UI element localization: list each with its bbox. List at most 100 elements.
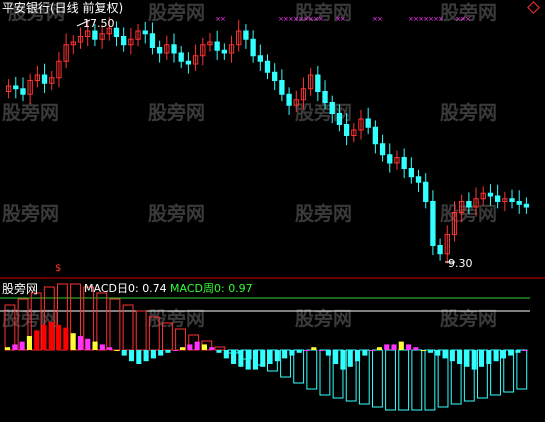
macd-week-label: MACD周0: [170, 282, 225, 295]
histogram-bar [449, 350, 455, 362]
macd-week-bar [122, 304, 134, 351]
histogram-bar [48, 322, 54, 350]
signal-mark: × [428, 15, 434, 23]
histogram-bar [128, 350, 135, 362]
histogram-bar [347, 350, 353, 367]
candle-body [171, 44, 177, 54]
candle-body [387, 154, 393, 164]
histogram-bar [296, 350, 302, 353]
histogram-bar [508, 350, 514, 356]
signal-mark: × [460, 15, 466, 23]
candle-body [459, 201, 465, 213]
macd-week-bar [57, 283, 68, 351]
histogram-bar [99, 344, 105, 350]
signal-mark: × [372, 15, 378, 23]
candle-body [149, 33, 156, 48]
histogram-bar [77, 336, 84, 350]
candle-body [272, 71, 278, 81]
signal-mark: × [433, 15, 439, 23]
histogram-bar [252, 350, 259, 370]
candle-body [293, 99, 299, 106]
histogram-bar [260, 350, 266, 367]
signal-mark: × [313, 15, 319, 23]
watermark: 股旁网 [295, 2, 353, 24]
candle-body [99, 33, 105, 40]
candle-body [192, 55, 199, 65]
signal-mark: × [423, 15, 429, 23]
candle-body [5, 85, 12, 92]
macd-week-bar [516, 349, 528, 390]
candle-body [494, 195, 501, 202]
signal-mark: × [340, 15, 346, 23]
high-arrow [76, 19, 91, 27]
candle-body [250, 38, 256, 57]
signal-mark: × [455, 15, 461, 23]
histogram-bar [289, 350, 295, 356]
candle-body [13, 85, 19, 90]
signal-mark: × [408, 15, 414, 23]
candle-body [279, 80, 285, 95]
signal-mark: × [335, 15, 341, 23]
watermark: 股旁网 [295, 203, 353, 225]
histogram-bar [435, 350, 441, 356]
candle-body [487, 192, 494, 197]
histogram-bar [398, 341, 404, 350]
macd-week-bar [306, 349, 318, 390]
high-price-label: 17.50 [83, 17, 115, 30]
signal-mark: × [220, 15, 226, 23]
candle-body [243, 30, 249, 40]
candle-body [315, 74, 321, 92]
macd-week-bar [148, 316, 160, 351]
candle-body [480, 192, 486, 200]
macd-day-value: 0.74 [142, 282, 167, 295]
histogram-bar [107, 347, 113, 350]
watermark: 股旁网 [8, 2, 66, 24]
histogram-bar [121, 350, 127, 356]
signal-mark: × [283, 15, 289, 23]
histogram-bar [391, 344, 397, 350]
histogram-bar [180, 347, 186, 350]
histogram-bar [216, 350, 222, 353]
candle-body [264, 60, 271, 73]
candle-body [77, 36, 84, 43]
histogram-bar [187, 344, 193, 350]
candle-body [336, 113, 343, 125]
histogram-bar [427, 350, 434, 353]
macd-week-bar [385, 349, 396, 411]
watermark: 股旁网 [440, 2, 498, 24]
signal-mark: × [215, 15, 221, 23]
macd-week-bar [358, 349, 370, 405]
histogram-bar [238, 350, 244, 367]
histogram-bar [63, 327, 69, 350]
watermark: 股旁网 [295, 308, 353, 330]
candle-body [322, 91, 328, 103]
macd-week-bar [319, 349, 331, 396]
signal-mark: × [418, 15, 424, 23]
signal-mark: × [288, 15, 294, 23]
candle-body [70, 41, 76, 46]
histogram-bar [318, 350, 324, 351]
candle-body [379, 143, 386, 156]
candle-body [135, 30, 141, 40]
histogram-bar [355, 350, 361, 362]
histogram-bar [303, 350, 310, 351]
histogram-bar [267, 350, 273, 364]
signal-mark: × [465, 15, 471, 23]
macd-week-bar [175, 328, 186, 351]
candle-body [20, 88, 26, 95]
histogram-bar [150, 350, 156, 359]
histogram-bar [515, 350, 521, 353]
macd-week-bar [96, 292, 108, 351]
candle-body [92, 30, 98, 40]
macd-week-bar [372, 349, 383, 408]
candle-body [257, 55, 263, 62]
candle-body [41, 74, 48, 84]
watermark: 股旁网 [440, 308, 498, 330]
histogram-bar [172, 350, 178, 351]
candle-body [27, 80, 33, 95]
candle-body [207, 41, 213, 46]
dollar-marker: $ [55, 263, 62, 274]
macd-week-bar [135, 310, 147, 351]
